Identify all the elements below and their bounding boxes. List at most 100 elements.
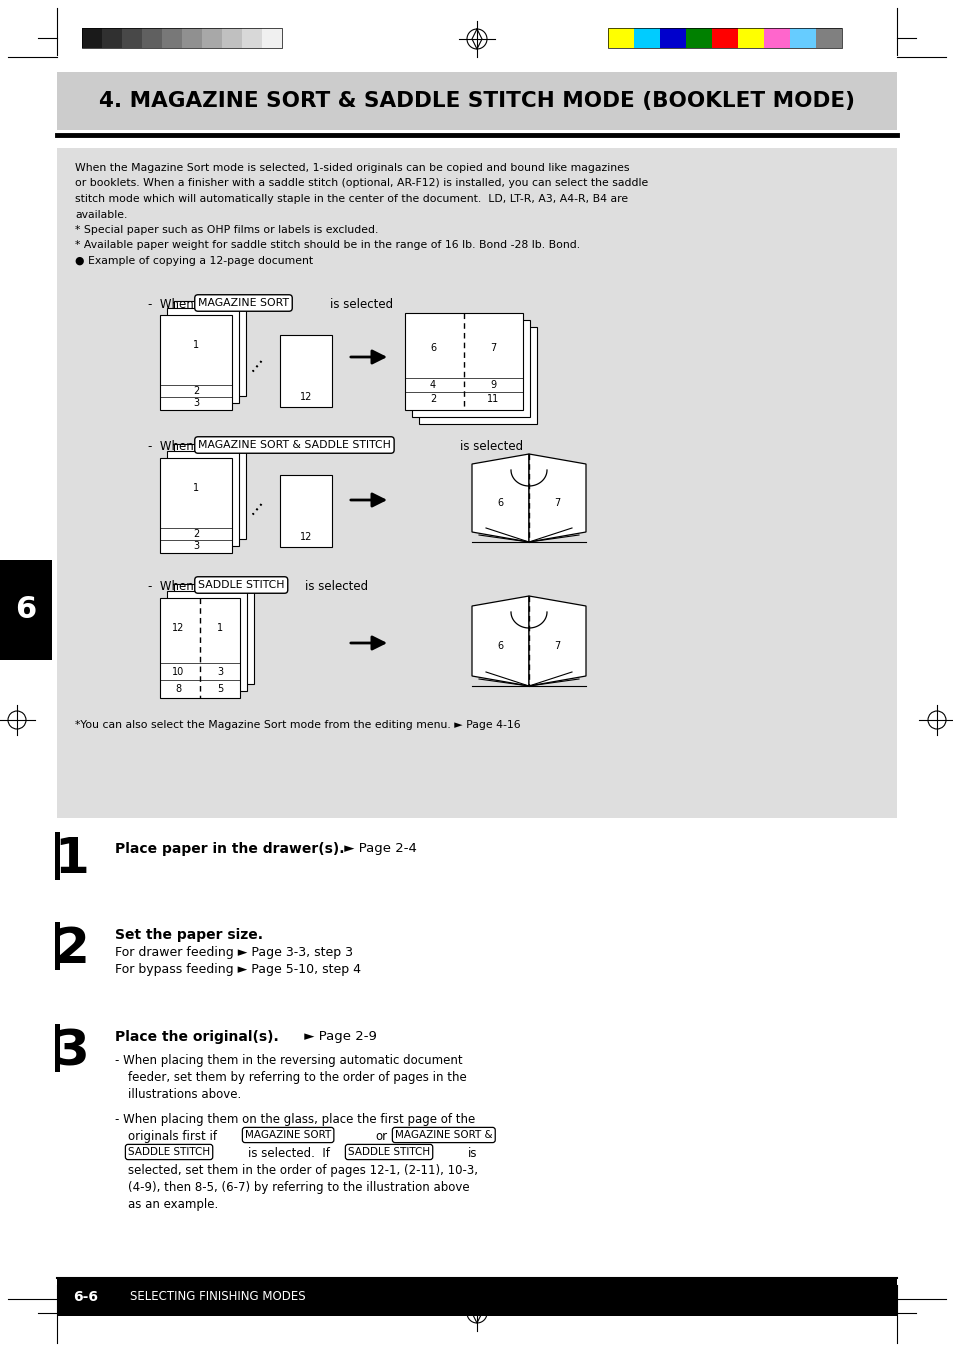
Text: stitch mode which will automatically staple in the center of the document.  LD, : stitch mode which will automatically sta… (75, 195, 627, 204)
Text: Set the paper size.: Set the paper size. (115, 928, 263, 942)
Text: * Special paper such as OHP films or labels is excluded.: * Special paper such as OHP films or lab… (75, 226, 378, 235)
Bar (412, 320, 530, 417)
Bar (122, 28, 142, 49)
Bar (160, 598, 240, 698)
Text: *You can also select the Magazine Sort mode from the editing menu. ► Page 4-16: *You can also select the Magazine Sort m… (75, 720, 520, 730)
Bar (173, 444, 246, 539)
Bar (222, 28, 242, 49)
Text: 7: 7 (554, 499, 559, 508)
Text: * Available paper weight for saddle stitch should be in the range of 16 lb. Bond: * Available paper weight for saddle stit… (75, 240, 579, 250)
Text: Place paper in the drawer(s).: Place paper in the drawer(s). (115, 842, 344, 857)
Text: originals first if: originals first if (128, 1129, 216, 1143)
Text: -  When: - When (148, 299, 193, 311)
Text: 10: 10 (172, 667, 184, 677)
Text: 6: 6 (430, 343, 436, 353)
Bar (55, 832, 60, 880)
Text: For bypass feeding ► Page 5-10, step 4: For bypass feeding ► Page 5-10, step 4 (115, 963, 360, 975)
Text: is selected: is selected (459, 440, 522, 453)
Bar (173, 301, 246, 396)
Bar (55, 921, 60, 970)
Bar (142, 28, 162, 49)
Bar (763, 28, 789, 49)
Text: or: or (375, 1129, 387, 1143)
Bar (102, 28, 122, 49)
Text: 6: 6 (15, 596, 36, 624)
Text: 1: 1 (193, 484, 199, 493)
Text: MAGAZINE SORT: MAGAZINE SORT (198, 299, 289, 308)
Text: ► Page 2-9: ► Page 2-9 (299, 1029, 376, 1043)
Bar (262, 28, 282, 49)
Bar (789, 28, 815, 49)
FancyArrowPatch shape (351, 494, 384, 507)
Text: Place the original(s).: Place the original(s). (115, 1029, 278, 1044)
Bar (173, 584, 253, 684)
Text: selected, set them in the order of pages 12-1, (2-11), 10-3,: selected, set them in the order of pages… (128, 1165, 477, 1177)
Bar (815, 28, 841, 49)
Text: 2: 2 (193, 530, 199, 539)
Text: is selected: is selected (330, 299, 393, 311)
Text: 2: 2 (54, 925, 90, 973)
Bar (711, 28, 738, 49)
Text: 8: 8 (174, 684, 181, 694)
Bar (280, 476, 332, 547)
Text: 6: 6 (497, 640, 502, 651)
Text: 3: 3 (193, 540, 199, 551)
Polygon shape (529, 596, 585, 686)
Text: (4-9), then 8-5, (6-7) by referring to the illustration above: (4-9), then 8-5, (6-7) by referring to t… (128, 1181, 469, 1194)
FancyArrowPatch shape (351, 351, 384, 363)
Text: MAGAZINE SORT &: MAGAZINE SORT & (395, 1129, 492, 1140)
Text: 3: 3 (216, 667, 223, 677)
Bar (82, 28, 102, 49)
Text: SADDLE STITCH: SADDLE STITCH (348, 1147, 430, 1156)
Text: ● Example of copying a 12-page document: ● Example of copying a 12-page document (75, 255, 313, 266)
Text: 4. MAGAZINE SORT & SADDLE STITCH MODE (BOOKLET MODE): 4. MAGAZINE SORT & SADDLE STITCH MODE (B… (99, 91, 854, 111)
Text: MAGAZINE SORT: MAGAZINE SORT (245, 1129, 331, 1140)
Bar (82, 28, 282, 49)
Text: 12: 12 (299, 392, 312, 403)
Text: 1: 1 (54, 835, 90, 884)
Text: illustrations above.: illustrations above. (128, 1088, 241, 1101)
Bar (607, 28, 841, 49)
Bar (160, 315, 232, 409)
Bar (57, 1278, 896, 1316)
Bar (167, 451, 239, 546)
Text: SADDLE STITCH: SADDLE STITCH (198, 580, 284, 590)
Text: ► Page 2-4: ► Page 2-4 (339, 842, 416, 855)
Bar (405, 313, 522, 409)
Text: 9: 9 (490, 380, 496, 390)
Polygon shape (472, 596, 529, 686)
Bar (607, 28, 634, 49)
Text: 11: 11 (486, 394, 498, 404)
Polygon shape (529, 454, 585, 542)
Bar (738, 28, 763, 49)
Text: -  When: - When (148, 580, 193, 593)
Bar (242, 28, 262, 49)
Text: 4: 4 (430, 380, 436, 390)
Text: MAGAZINE SORT & SADDLE STITCH: MAGAZINE SORT & SADDLE STITCH (198, 440, 391, 450)
Text: 1: 1 (193, 340, 199, 350)
Bar (634, 28, 659, 49)
Bar (685, 28, 711, 49)
Bar (0, 561, 52, 661)
Text: 6-6: 6-6 (73, 1290, 98, 1304)
Bar (418, 327, 537, 424)
Text: 2: 2 (193, 386, 199, 396)
Bar (57, 149, 896, 817)
Bar (202, 28, 222, 49)
Text: 12: 12 (172, 623, 184, 634)
Bar (162, 28, 182, 49)
Bar (280, 335, 332, 407)
Text: feeder, set them by referring to the order of pages in the: feeder, set them by referring to the ord… (128, 1071, 466, 1084)
Polygon shape (472, 454, 529, 542)
Text: 2: 2 (430, 394, 436, 404)
Bar (167, 590, 247, 690)
Text: is selected.  If: is selected. If (248, 1147, 330, 1161)
Bar (57, 72, 896, 130)
Bar (167, 308, 239, 403)
Text: 6: 6 (497, 499, 502, 508)
Text: or booklets. When a finisher with a saddle stitch (optional, AR-F12) is installe: or booklets. When a finisher with a sadd… (75, 178, 648, 189)
Bar (182, 28, 202, 49)
Text: 12: 12 (299, 532, 312, 542)
Text: SELECTING FINISHING MODES: SELECTING FINISHING MODES (130, 1290, 305, 1304)
Text: is: is (468, 1147, 477, 1161)
